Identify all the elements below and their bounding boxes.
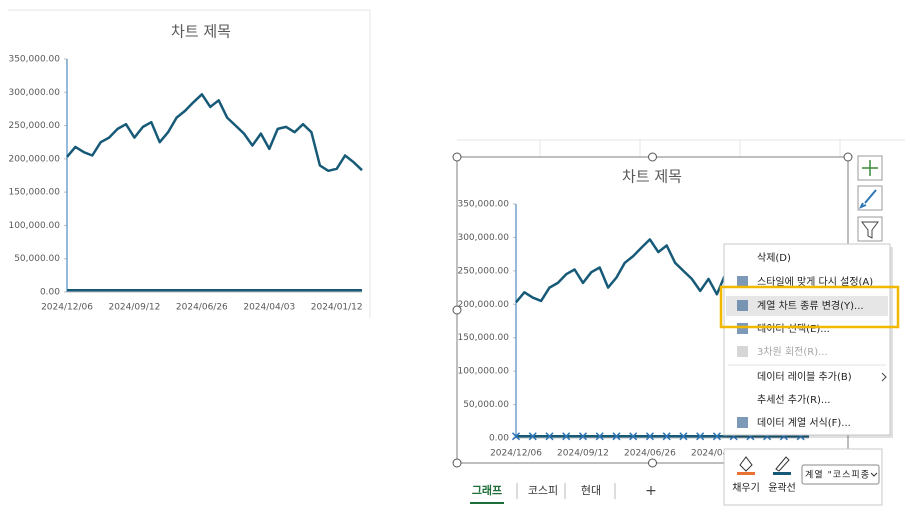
y-tick-label: 350,000.00 xyxy=(457,200,509,210)
resize-handle[interactable] xyxy=(843,152,853,162)
y-tick-label: 200,000.00 xyxy=(8,154,60,164)
selection-marker xyxy=(511,432,521,441)
selection-marker xyxy=(528,432,537,441)
chart-side-buttons xyxy=(857,155,883,242)
resize-handle[interactable] xyxy=(452,458,462,468)
y-tick-label: 150,000.00 xyxy=(457,333,509,343)
y-tick-label: 100,000.00 xyxy=(457,367,509,377)
filter-icon xyxy=(861,221,879,239)
series-line xyxy=(66,93,363,173)
fill-color xyxy=(737,472,755,475)
mini-toolbar: 채우기 윤곽선 계열 "코스피종 xyxy=(723,448,883,506)
y-tick-label: 0.00 xyxy=(489,434,509,444)
selection-marker xyxy=(629,432,638,441)
resize-handle[interactable] xyxy=(648,152,657,162)
y-tick-label: 250,000.00 xyxy=(8,121,60,131)
menu-item[interactable]: 추세선 추가(R)... xyxy=(757,394,830,406)
y-tick-label: 50,000.00 xyxy=(463,400,509,410)
sheet-tab[interactable]: 그래프 xyxy=(472,483,502,497)
menu-icon xyxy=(737,300,748,311)
selection-marker xyxy=(545,432,554,441)
menu-item[interactable]: 계열 차트 종류 변경(Y)... xyxy=(757,299,864,312)
outline-label[interactable]: 윤곽선 xyxy=(768,482,796,494)
selection-marker xyxy=(712,432,721,441)
x-tick-label: 2024/01/12 xyxy=(311,303,363,313)
x-tick-label: 2024/04/03 xyxy=(243,303,295,313)
x-tick-label: 2024/09/12 xyxy=(557,449,609,459)
chart-title: 차트 제목 xyxy=(622,168,682,186)
y-tick-label: 150,000.00 xyxy=(8,188,60,198)
selection-marker xyxy=(612,432,621,441)
x-tick-label: 2024/04/03 xyxy=(691,449,743,459)
outline-color xyxy=(773,472,791,475)
sheet-tab[interactable]: 현대 xyxy=(581,484,601,497)
selection-marker xyxy=(595,432,604,441)
menu-highlight xyxy=(726,296,888,316)
y-tick-label: 200,000.00 xyxy=(457,300,509,310)
menu-item[interactable]: 삭제(D) xyxy=(757,252,791,264)
y-tick-label: 350,000.00 xyxy=(8,55,60,65)
y-tick-label: 300,000.00 xyxy=(8,88,60,98)
sheet-tab[interactable]: 코스피 xyxy=(528,484,558,497)
fill-label[interactable]: 채우기 xyxy=(732,482,760,494)
y-tick-label: 250,000.00 xyxy=(457,266,509,276)
x-tick-label: 2024/12/06 xyxy=(41,303,93,313)
menu-icon xyxy=(737,276,748,287)
context-menu: 삭제(D) 스타일에 맞게 다시 설정(A) 계열 차트 종류 변경(Y)... 데이… xyxy=(719,243,900,438)
menu-item[interactable]: 데이터 레이블 추가(B) xyxy=(757,371,852,383)
resize-handle[interactable] xyxy=(452,305,462,315)
chart-title: 차트 제목 xyxy=(171,23,231,41)
x-tick-label: 2024/12/06 xyxy=(490,449,542,459)
dropdown-chevron xyxy=(870,472,878,477)
selection-marker xyxy=(679,432,688,441)
add-sheet[interactable]: + xyxy=(645,483,657,499)
menu-item[interactable]: 스타일에 맞게 다시 설정(A) xyxy=(757,276,873,288)
y-tick-label: 0.00 xyxy=(40,288,60,298)
series-dropdown[interactable] xyxy=(801,464,880,485)
y-tick-label: 300,000.00 xyxy=(457,233,509,243)
menu-icon xyxy=(737,346,748,357)
series-dropdown-text[interactable]: 계열 "코스피종 xyxy=(805,469,869,481)
outline-icon[interactable] xyxy=(775,456,790,472)
sheet-grid xyxy=(8,9,905,318)
menu-item: 3차원 회전(R)... xyxy=(757,346,828,358)
selection-marker xyxy=(645,432,654,441)
selection-marker xyxy=(578,432,588,441)
brush-icon xyxy=(858,189,877,209)
submenu-arrow xyxy=(881,372,887,382)
y-tick-label: 50,000.00 xyxy=(14,254,60,264)
x-tick-label: 2024/09/12 xyxy=(108,303,160,313)
resize-handle[interactable] xyxy=(452,152,462,162)
menu-panel xyxy=(723,243,891,436)
y-tick-label: 100,000.00 xyxy=(8,221,60,231)
selection-marker xyxy=(662,432,671,441)
sheet-tabs: 그래프 코스피 현대 + xyxy=(470,483,657,504)
menu-item[interactable]: 데이터 계열 서식(F)... xyxy=(757,417,851,429)
focus-outline xyxy=(719,285,900,329)
fill-icon[interactable] xyxy=(739,456,753,472)
chart: 차트 제목 0.00 50,000.00 100,000.00 150,000.00 20… xyxy=(8,23,363,313)
menu-item[interactable]: 데이터 선택(E)... xyxy=(757,323,830,335)
x-tick-label: 2024/06/26 xyxy=(624,449,676,459)
menu-icon xyxy=(737,417,748,428)
menu-icon xyxy=(737,323,748,334)
resize-handle[interactable] xyxy=(648,458,657,468)
selection-marker xyxy=(696,432,705,441)
selection-marker xyxy=(562,432,571,441)
plus-icon xyxy=(862,160,878,176)
side-button[interactable] xyxy=(857,216,883,242)
x-tick-label: 2024/06/26 xyxy=(176,303,228,313)
